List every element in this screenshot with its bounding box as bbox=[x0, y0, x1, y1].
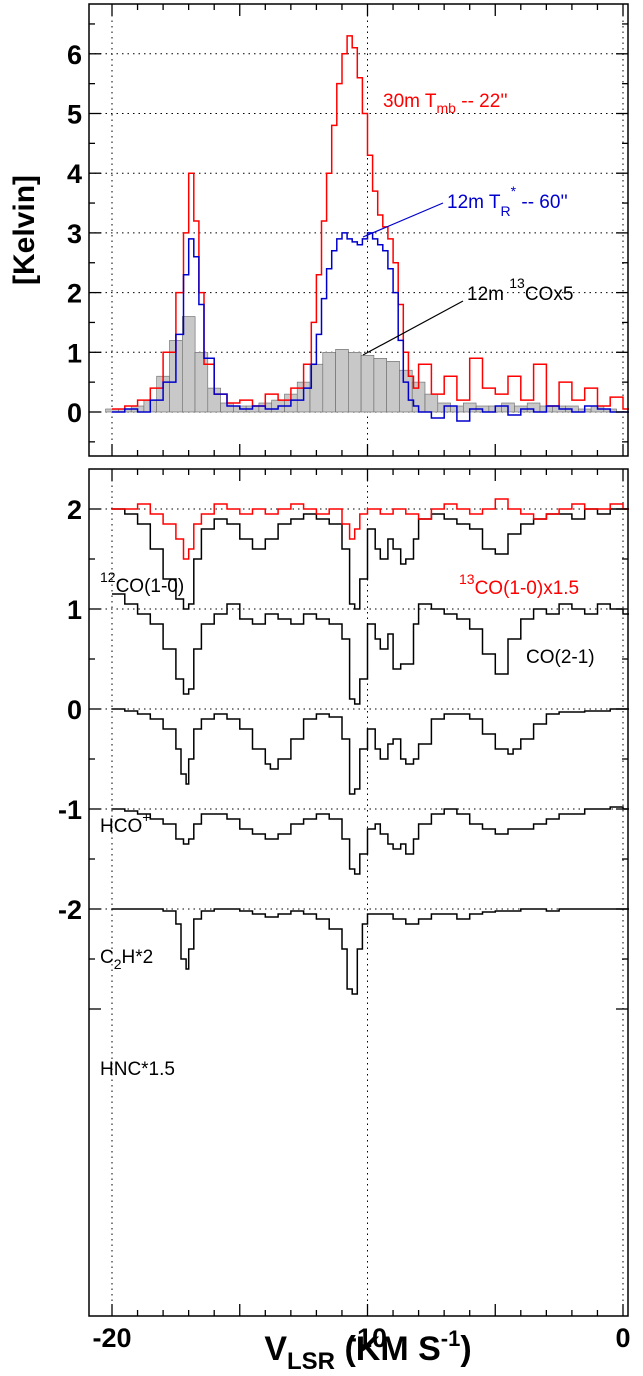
top-ytick-label: 3 bbox=[67, 219, 82, 249]
top-ticks bbox=[89, 4, 628, 456]
bottom-series bbox=[112, 498, 629, 995]
bar-13co bbox=[360, 354, 375, 413]
bottom-series-line bbox=[112, 498, 629, 560]
label-12m-tr: 12m TR* -- 60'' bbox=[447, 183, 568, 219]
label-12m-13co: 12m 13COx5 bbox=[467, 275, 573, 305]
bottom-frame bbox=[88, 468, 629, 1317]
top-ytick-label: 6 bbox=[67, 40, 82, 70]
bar-13co bbox=[194, 351, 209, 413]
label-hnc: HNC*1.5 bbox=[100, 1059, 175, 1080]
bottom-ticks bbox=[89, 469, 628, 1316]
top-panel: 6 5 4 3 2 1 0 [Kelvin] 30m Tmb -- 22'' 12m TR*… bbox=[8, 3, 629, 457]
top-series-12m-tr bbox=[112, 232, 629, 422]
pointer-12m-tr bbox=[362, 202, 444, 238]
top-ytick-label: 2 bbox=[67, 279, 82, 309]
bottom-series-line bbox=[112, 908, 629, 995]
label-co21: CO(2-1) bbox=[526, 647, 595, 668]
bottom-ytick-label: -1 bbox=[58, 795, 82, 825]
bottom-xlabel: VLSR (KM S-1) bbox=[264, 1326, 471, 1375]
pointer-12m-13co bbox=[362, 300, 464, 356]
bottom-series-line bbox=[112, 708, 629, 795]
bottom-ytick-labels: 2 1 0 -1 -2 bbox=[58, 495, 82, 925]
label-30m-tmb: 30m Tmb -- 22'' bbox=[383, 91, 508, 116]
bar-13co bbox=[373, 357, 387, 413]
label-hco: HCO+ bbox=[100, 809, 150, 837]
top-ytick-label: 4 bbox=[67, 159, 82, 189]
top-ytick-label: 0 bbox=[67, 398, 82, 428]
label-c2h: C2H*2 bbox=[100, 947, 153, 972]
top-series-30m-tmb bbox=[112, 35, 629, 410]
bottom-ytick-label: -2 bbox=[58, 895, 82, 925]
bar-13co bbox=[322, 351, 336, 413]
label-12co: 12CO(1-0) bbox=[100, 569, 184, 597]
bottom-xtick-label: -10 bbox=[348, 1323, 387, 1353]
bottom-ytick-label: 2 bbox=[67, 495, 82, 525]
bar-13co bbox=[424, 393, 439, 413]
label-13co: 13CO(1-0)x1.5 bbox=[459, 571, 579, 599]
bottom-xtick-label: -20 bbox=[92, 1323, 131, 1353]
top-ytick-label: 5 bbox=[67, 100, 82, 130]
bottom-xtick-label: 0 bbox=[615, 1323, 630, 1353]
bottom-ytick-label: 1 bbox=[67, 595, 82, 625]
bar-13co bbox=[335, 348, 349, 413]
bottom-xtick-labels: -20 -10 0 bbox=[92, 1323, 630, 1353]
top-ytick-labels: 6 5 4 3 2 1 0 bbox=[67, 40, 82, 428]
top-frame bbox=[88, 3, 629, 457]
bottom-panel: 210-1-2 -20 -10 0 12CO(1-0) 13CO(1-0)x1.5 … bbox=[58, 468, 631, 1375]
bottom-series-line bbox=[112, 593, 629, 705]
bottom-series-line bbox=[112, 806, 629, 875]
bar-13co bbox=[386, 360, 400, 413]
bar-13co bbox=[347, 351, 362, 413]
top-ytick-label: 1 bbox=[67, 338, 82, 368]
top-ylabel: [Kelvin] bbox=[8, 175, 41, 285]
bottom-series-line bbox=[112, 508, 629, 610]
bottom-ytick-label: 0 bbox=[67, 695, 82, 725]
